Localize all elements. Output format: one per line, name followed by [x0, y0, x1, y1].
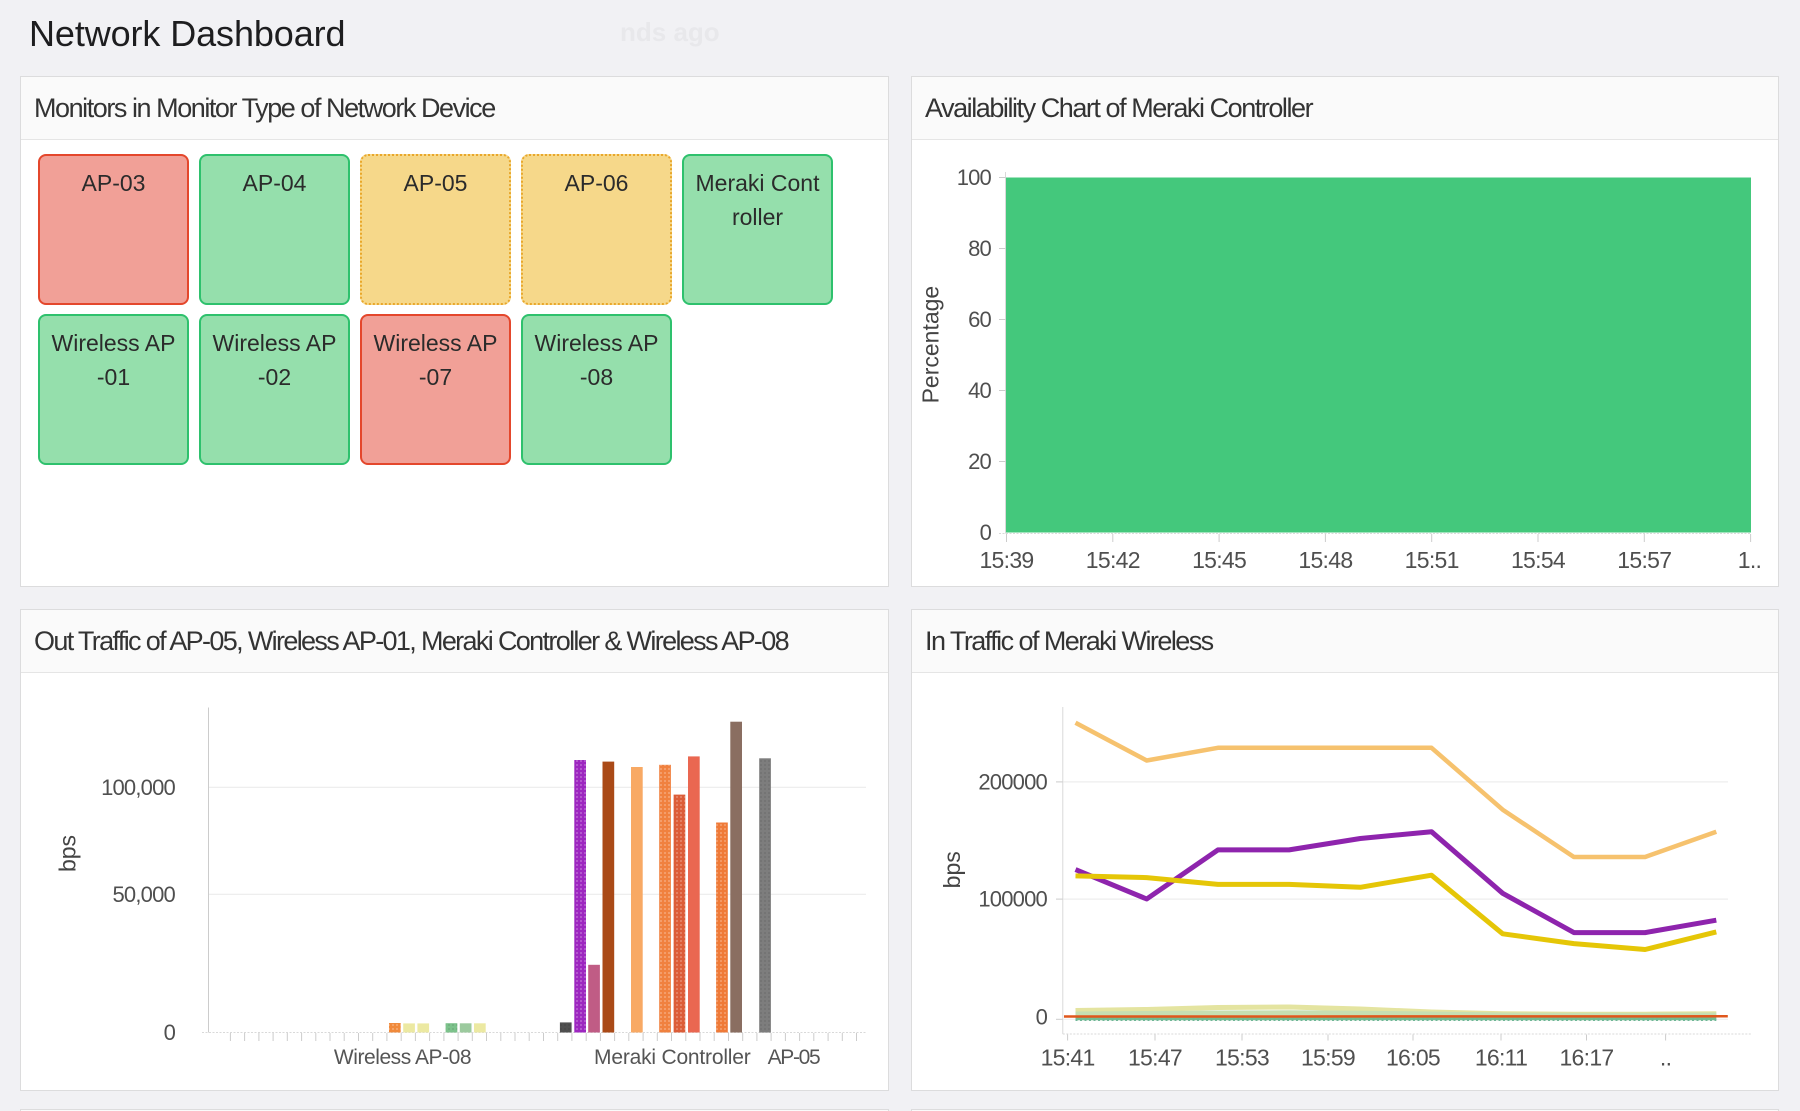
- svg-text:15:54: 15:54: [1511, 547, 1566, 573]
- svg-text:1..: 1..: [1738, 547, 1761, 573]
- svg-text:15:51: 15:51: [1405, 547, 1459, 573]
- svg-text:15:42: 15:42: [1086, 547, 1140, 573]
- svg-text:40: 40: [968, 378, 991, 403]
- svg-text:15:39: 15:39: [979, 547, 1033, 573]
- svg-text:Meraki Controller: Meraki Controller: [594, 1046, 751, 1069]
- svg-text:Wireless AP-08: Wireless AP-08: [334, 1046, 471, 1069]
- svg-text:..: ..: [1660, 1045, 1671, 1071]
- svg-text:0: 0: [980, 520, 992, 545]
- svg-text:15:59: 15:59: [1301, 1045, 1355, 1071]
- svg-text:100,000: 100,000: [101, 775, 175, 800]
- svg-text:60: 60: [968, 307, 991, 332]
- svg-text:15:48: 15:48: [1298, 547, 1352, 573]
- svg-text:100: 100: [957, 165, 992, 190]
- svg-text:200000: 200000: [978, 769, 1047, 794]
- svg-text:AP-05: AP-05: [768, 1046, 820, 1069]
- svg-text:Percentage: Percentage: [918, 286, 944, 404]
- svg-text:80: 80: [968, 236, 991, 261]
- svg-text:15:57: 15:57: [1617, 547, 1671, 573]
- svg-text:16:11: 16:11: [1475, 1045, 1527, 1071]
- svg-text:bps: bps: [939, 851, 965, 888]
- svg-text:50,000: 50,000: [113, 882, 176, 907]
- svg-text:0: 0: [1036, 1005, 1048, 1030]
- svg-text:15:45: 15:45: [1192, 547, 1246, 573]
- svg-text:20: 20: [968, 449, 991, 474]
- svg-text:16:17: 16:17: [1559, 1045, 1613, 1071]
- svg-text:16:05: 16:05: [1386, 1045, 1440, 1071]
- svg-text:0: 0: [164, 1020, 176, 1045]
- svg-text:15:47: 15:47: [1128, 1045, 1182, 1071]
- svg-text:15:53: 15:53: [1215, 1045, 1269, 1071]
- svg-text:15:41: 15:41: [1041, 1045, 1095, 1071]
- svg-text:100000: 100000: [978, 887, 1047, 912]
- svg-text:bps: bps: [55, 835, 81, 872]
